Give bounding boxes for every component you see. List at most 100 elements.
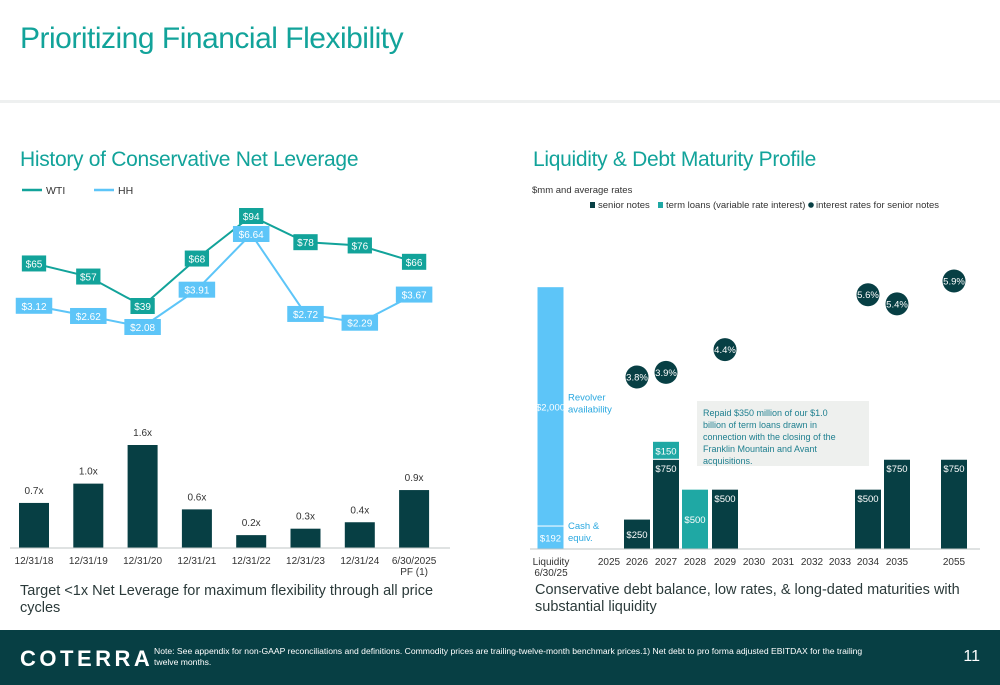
data-label-wti: $66 (406, 258, 423, 269)
x-tick-label: 2032 (801, 557, 824, 568)
data-label-hh: $2.72 (293, 310, 318, 321)
leverage-chart: WTI HH $65 $57 $39 $68 $94 $78 $76 $66 $3.12 $2.62 $… (10, 185, 450, 578)
legend-label-hh: HH (118, 185, 133, 197)
leverage-bar (399, 490, 430, 548)
revolver-name-label: Revolver (568, 392, 606, 403)
data-label-hh: $6.64 (239, 230, 264, 241)
senior-note-value-label: $500 (857, 494, 878, 505)
interest-rate-label: 3.9% (655, 368, 677, 379)
senior-note-value-label: $750 (655, 464, 676, 475)
x-tick-label: 12/31/23 (286, 556, 325, 567)
leverage-bar (73, 483, 104, 548)
data-label-wti: $76 (351, 241, 368, 252)
cash-name-label: Cash & (568, 521, 600, 532)
legend-swatch (590, 202, 595, 208)
leverage-bar (236, 535, 267, 548)
data-label-wti: $94 (243, 212, 260, 223)
cash-value-label: $192 (540, 534, 561, 545)
interest-rate-label: 5.6% (857, 290, 879, 301)
legend-label: interest rates for senior notes (816, 200, 939, 211)
data-label-box (239, 208, 264, 224)
leverage-value-label: 1.6x (133, 428, 152, 439)
data-label-box (130, 298, 155, 314)
x-tick-label: 12/31/21 (177, 556, 216, 567)
interest-rate-dot (942, 269, 966, 293)
data-label-box (184, 250, 210, 267)
data-label-wti: $57 (80, 273, 97, 284)
data-label-box (232, 226, 270, 242)
page-number: 11 (963, 648, 980, 665)
revolver-value-label: $2,000 (536, 402, 565, 413)
legend-dot (808, 202, 814, 208)
data-label-hh: $3.67 (402, 291, 427, 302)
senior-note-value-label: $750 (943, 464, 964, 475)
interest-rate-label: 5.9% (943, 277, 965, 288)
annotation-box (697, 401, 869, 466)
x-tick-label: Liquidity (533, 557, 570, 568)
liquidity-caption: Conservative debt balance, low rates, & … (535, 582, 960, 615)
data-label-box (178, 281, 216, 298)
x-tick-label: 2033 (829, 557, 852, 568)
liquidity-heading: Liquidity & Debt Maturity Profile (533, 148, 817, 171)
legend-swatch (658, 202, 663, 208)
legend-label-wti: WTI (46, 185, 65, 197)
data-label-box (124, 319, 161, 335)
data-label-box (76, 268, 101, 285)
senior-note-bar (883, 458, 911, 550)
leverage-value-label: 0.3x (296, 512, 315, 523)
x-tick-label: 2028 (684, 557, 707, 568)
interest-rate-label: 5.4% (886, 299, 908, 310)
x-tick-label: 2027 (655, 557, 678, 568)
data-label-hh: $2.29 (347, 319, 372, 330)
x-tick-label: 2030 (743, 557, 766, 568)
leverage-bar (127, 445, 158, 548)
annotation-text: billion of term loans drawn in (703, 420, 817, 430)
data-label-wti: $68 (189, 255, 206, 266)
senior-note-bar (623, 518, 651, 550)
legend-label: senior notes (598, 200, 650, 211)
data-label-box (293, 234, 318, 251)
term-loan-bar (681, 488, 709, 550)
data-label-hh: $2.08 (130, 323, 155, 334)
interest-rate-dot (713, 338, 737, 362)
leverage-value-label: 0.6x (187, 492, 206, 503)
data-label-box (347, 237, 372, 254)
senior-note-bar (711, 488, 739, 550)
leverage-value-label: 0.4x (350, 505, 369, 516)
annotation-text: connection with the closing of the (703, 432, 836, 442)
interest-rate-dot (625, 365, 649, 389)
data-label-box (287, 305, 324, 322)
leverage-bar (181, 509, 212, 548)
company-logo: COTERRA (20, 646, 154, 671)
leverage-heading: History of Conservative Net Leverage (20, 148, 359, 171)
data-label-box (341, 314, 379, 331)
leverage-value-label: 0.9x (405, 473, 424, 484)
x-tick-label: 2029 (714, 557, 737, 568)
interest-rate-dot (885, 292, 909, 316)
x-tick-label: 12/31/22 (232, 556, 271, 567)
footer-bar: COTERRA Note: See appendix for non-GAAP … (0, 630, 1000, 685)
x-tick-label: 6/30/25 (534, 568, 568, 579)
legend-label: term loans (variable rate interest) (666, 200, 805, 211)
data-label-box (401, 253, 427, 270)
footer-note: Note: See appendix for non-GAAP reconcil… (154, 646, 863, 667)
x-tick-label: 2035 (886, 557, 909, 568)
page-title: Prioritizing Financial Flexibility (20, 22, 404, 55)
annotation-text: acquisitions. (703, 456, 753, 466)
unit-note: $mm and average rates (532, 185, 633, 196)
revolver-name-label: availability (568, 404, 612, 415)
x-tick-label: PF (1) (400, 567, 428, 578)
leverage-value-label: 0.2x (242, 518, 261, 529)
data-label-wti: $65 (26, 259, 43, 270)
data-label-box (21, 255, 47, 272)
term-loan-bar (652, 440, 680, 460)
senior-note-value-label: $750 (886, 464, 907, 475)
leverage-value-label: 1.0x (79, 467, 98, 478)
x-tick-label: 12/31/20 (123, 556, 162, 567)
x-tick-label: 2055 (943, 557, 966, 568)
term-loan-value-label: $500 (684, 515, 705, 526)
interest-rate-dot (654, 360, 678, 384)
leverage-caption: Target <1x Net Leverage for maximum flex… (20, 583, 434, 616)
annotation-text: Repaid $350 million of our $1.0 (703, 408, 828, 418)
data-label-box (70, 307, 107, 324)
